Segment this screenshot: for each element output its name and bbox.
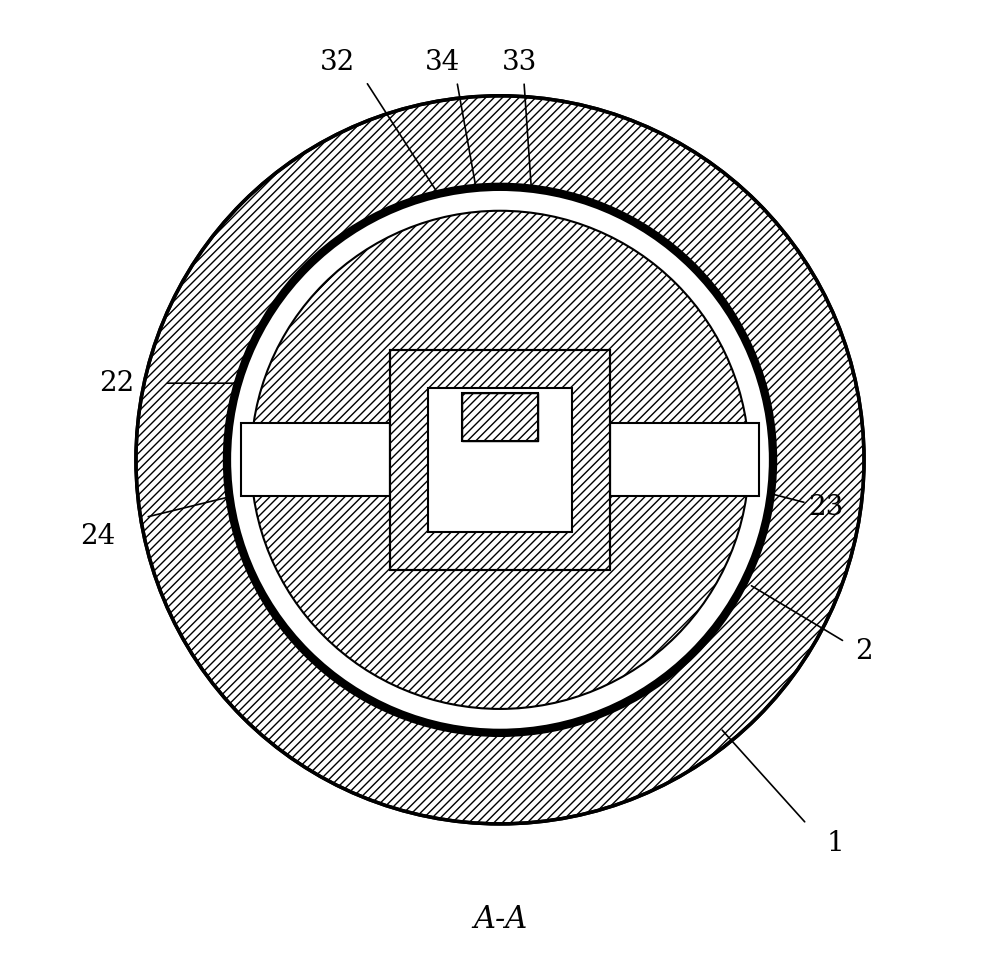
Circle shape	[227, 187, 773, 733]
Text: 23: 23	[808, 494, 843, 521]
Text: 33: 33	[502, 49, 537, 76]
Bar	[462, 393, 538, 441]
Text: 2: 2	[855, 638, 873, 665]
Text: 22: 22	[99, 370, 134, 397]
Bar	[428, 388, 572, 532]
Bar	[462, 393, 538, 441]
Bar	[390, 350, 610, 570]
Text: 32: 32	[320, 49, 355, 76]
Bar	[390, 350, 610, 570]
Text: A-A: A-A	[473, 904, 527, 935]
Circle shape	[227, 187, 773, 733]
Text: 24: 24	[80, 523, 115, 550]
Circle shape	[136, 96, 864, 824]
Bar	[610, 423, 759, 496]
Bar	[241, 423, 390, 496]
Text: 34: 34	[425, 49, 460, 76]
Text: 1: 1	[826, 830, 844, 856]
